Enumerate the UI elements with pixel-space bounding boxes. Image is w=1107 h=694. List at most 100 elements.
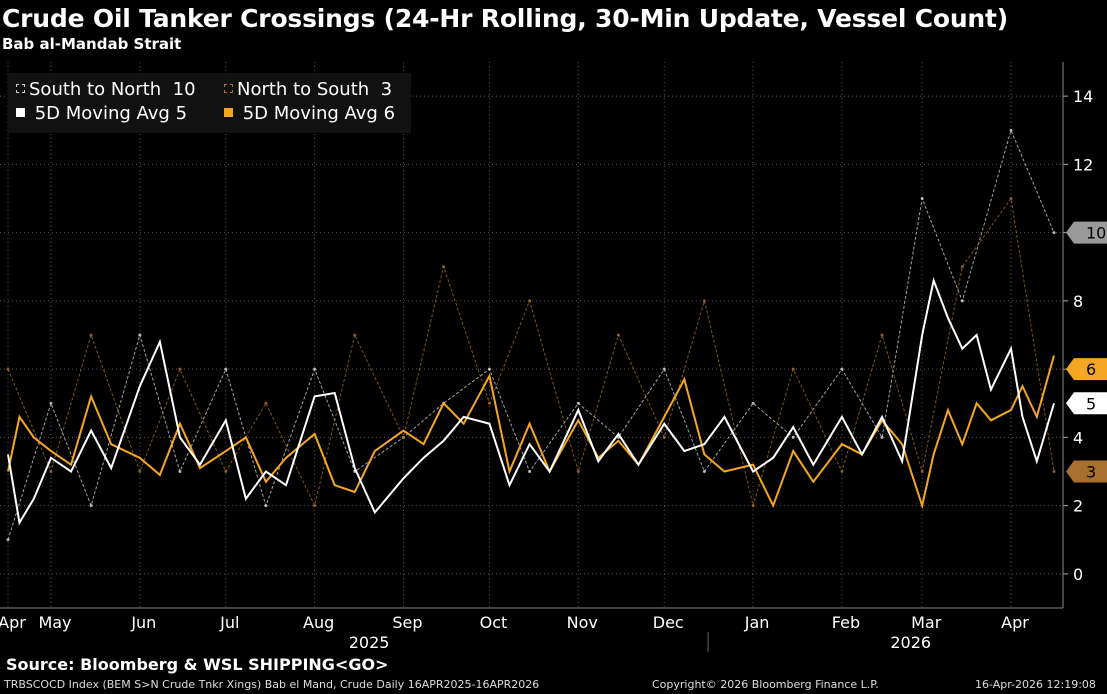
legend-label: North to South <box>237 79 370 100</box>
legend-value: 3 <box>380 79 393 100</box>
source-note: Source: Bloomberg & WSL SHIPPING<GO> <box>6 655 389 674</box>
raw-series-point <box>313 504 317 508</box>
solid-swatch-icon <box>16 108 25 117</box>
last-value-tag-label: 6 <box>1086 360 1096 379</box>
raw-series-point <box>791 367 795 371</box>
raw-series-point <box>442 265 446 269</box>
last-value-tag-label: 5 <box>1086 394 1096 413</box>
last-value-tag-label: 10 <box>1086 224 1106 243</box>
legend-label: 5D Moving Avg <box>242 103 378 124</box>
raw-series-point <box>751 504 755 508</box>
x-tick-label: Mar <box>911 613 942 632</box>
raw-series-point <box>751 401 755 405</box>
legend-item-ma-south-to-north[interactable]: 5D Moving Avg 5 <box>16 103 187 124</box>
raw-series-point <box>6 538 10 542</box>
raw-series-point <box>791 435 795 439</box>
moving-average-lines <box>7 276 1055 526</box>
x-tick-label: Dec <box>653 613 684 632</box>
raw-series-point <box>313 367 317 371</box>
x-tick-label: May <box>38 613 71 632</box>
x-tick-label: Sep <box>392 613 422 632</box>
raw-series-point <box>49 470 53 473</box>
raw-series-point <box>576 470 580 473</box>
solid-swatch-icon <box>224 108 233 117</box>
year-label: 2025 <box>349 633 390 652</box>
raw-series-point <box>960 299 964 303</box>
last-value-tag <box>1066 358 1107 381</box>
legend-value: 5 <box>175 103 188 124</box>
y-axis: 02468101214 <box>1062 62 1093 608</box>
x-tick-label: Apr <box>0 613 26 632</box>
raw-series-point <box>138 470 142 473</box>
raw-series-point <box>1052 470 1056 473</box>
year-label: 2026 <box>890 633 931 652</box>
raw-series-point <box>487 401 491 405</box>
chart-title: Crude Oil Tanker Crossings (24-Hr Rollin… <box>2 4 1009 33</box>
raw-series-point <box>89 333 93 337</box>
x-tick-label: Aug <box>303 613 334 632</box>
legend: South to North 10 North to South 3 5D Mo… <box>8 73 411 133</box>
y-tick-label: 14 <box>1073 87 1093 106</box>
raw-series-point <box>616 333 620 337</box>
raw-series-point <box>702 470 706 473</box>
series-north-to-south <box>6 197 1056 508</box>
last-value-tag <box>1066 221 1107 244</box>
legend-item-north-to-south[interactable]: North to South 3 <box>224 79 392 100</box>
raw-series-point <box>264 504 268 508</box>
raw-series-point <box>840 470 844 473</box>
raw-series-point <box>960 265 964 269</box>
x-tick-label: Nov <box>567 613 598 632</box>
y-tick-label: 2 <box>1073 497 1083 516</box>
raw-series-point <box>6 367 10 371</box>
legend-item-south-to-north[interactable]: South to North 10 <box>16 79 196 100</box>
legend-item-ma-north-to-south[interactable]: 5D Moving Avg 6 <box>224 103 395 124</box>
x-tick-label: Feb <box>832 613 860 632</box>
x-tick-label: Apr <box>1001 613 1029 632</box>
x-tick-label: Jan <box>744 613 770 632</box>
last-value-tag-label: 3 <box>1086 463 1096 482</box>
legend-value: 10 <box>172 79 196 100</box>
raw-series-point <box>528 470 532 473</box>
raw-series-point <box>264 401 268 405</box>
y-tick-label: 0 <box>1073 565 1083 584</box>
raw-series-point <box>920 197 924 200</box>
footer-timestamp: 16-Apr-2026 12:19:08 <box>975 678 1096 691</box>
raw-series-point <box>353 333 357 337</box>
last-value-tag <box>1066 392 1107 415</box>
raw-series-point <box>138 333 142 337</box>
raw-series-point <box>224 470 228 473</box>
raw-series-point <box>178 367 182 371</box>
raw-series-point <box>1009 197 1013 200</box>
raw-series-point <box>662 435 666 439</box>
moving-average-line <box>7 276 1055 526</box>
dashed-swatch-icon <box>224 84 233 93</box>
series-south-to-north <box>6 128 1056 542</box>
moving-average-line <box>7 355 1055 510</box>
raw-series-point <box>487 367 491 371</box>
raw-series-point <box>880 435 884 439</box>
x-tick-label: Jun <box>130 613 156 632</box>
dashed-swatch-icon <box>16 84 25 93</box>
raw-series-point <box>528 299 532 303</box>
raw-series-point <box>920 470 924 473</box>
legend-label: South to North <box>29 79 162 100</box>
x-axis: Apr May Jun Jul Aug Sep Oct Nov Dec Jan Feb Mar Apr 2… <box>0 607 1063 652</box>
raw-series-point <box>662 367 666 371</box>
y-tick-label: 12 <box>1073 155 1093 174</box>
raw-series-point <box>178 470 182 473</box>
raw-series-point <box>576 401 580 405</box>
raw-series-point <box>224 367 228 371</box>
raw-series-point <box>702 299 706 303</box>
raw-series-point <box>1009 128 1013 132</box>
last-value-tags: 10 6 5 3 <box>1066 221 1107 483</box>
x-tick-label: Oct <box>480 613 508 632</box>
raw-series-point <box>880 333 884 337</box>
raw-series-point <box>89 504 93 508</box>
gridlines <box>0 62 1062 608</box>
footer-copyright: Copyright© 2026 Bloomberg Finance L.P. <box>652 678 879 691</box>
raw-series-point <box>1052 231 1056 235</box>
y-tick-label: 4 <box>1073 428 1083 447</box>
y-tick-label: 8 <box>1073 292 1083 311</box>
footer-index: TRBSCOCD Index (BEM S>N Crude Tnkr Xings… <box>4 678 540 691</box>
